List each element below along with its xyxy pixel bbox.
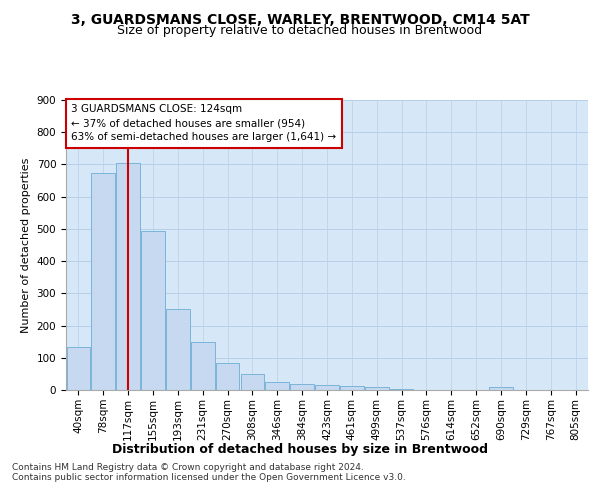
Y-axis label: Number of detached properties: Number of detached properties — [21, 158, 31, 332]
Bar — [265, 382, 289, 390]
Bar — [141, 231, 165, 390]
Bar — [340, 386, 364, 390]
Text: 3 GUARDSMANS CLOSE: 124sqm
← 37% of detached houses are smaller (954)
63% of sem: 3 GUARDSMANS CLOSE: 124sqm ← 37% of deta… — [71, 104, 337, 142]
Bar — [91, 172, 115, 390]
Text: 3, GUARDSMANS CLOSE, WARLEY, BRENTWOOD, CM14 5AT: 3, GUARDSMANS CLOSE, WARLEY, BRENTWOOD, … — [71, 12, 529, 26]
Bar — [166, 310, 190, 390]
Bar — [315, 385, 339, 390]
Bar — [191, 342, 215, 390]
Bar — [365, 388, 389, 390]
Text: Size of property relative to detached houses in Brentwood: Size of property relative to detached ho… — [118, 24, 482, 37]
Bar — [241, 374, 264, 390]
Text: Distribution of detached houses by size in Brentwood: Distribution of detached houses by size … — [112, 442, 488, 456]
Bar — [290, 384, 314, 390]
Bar — [116, 162, 140, 390]
Bar — [216, 362, 239, 390]
Bar — [67, 346, 90, 390]
Text: Contains HM Land Registry data © Crown copyright and database right 2024.
Contai: Contains HM Land Registry data © Crown c… — [12, 462, 406, 482]
Bar — [489, 387, 513, 390]
